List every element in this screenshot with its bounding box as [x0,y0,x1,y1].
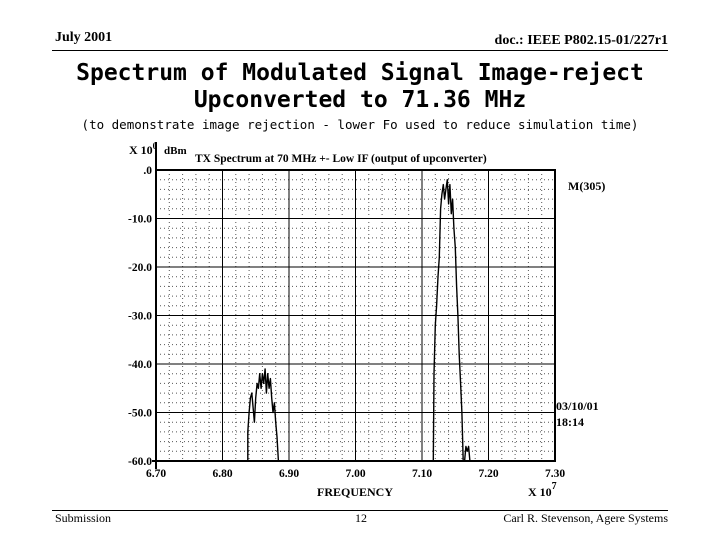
spectrum-trace [463,445,471,462]
x-tick-label: 6.70 [146,468,166,480]
x-tick-label: 7.10 [412,468,432,480]
y-multiplier-exponent: 0 [153,141,158,151]
y-multiplier: X 100 [129,141,158,157]
y-tick-label: -60.0 [128,456,152,468]
x-tick-label: 6.90 [279,468,299,480]
y-tick-label: -40.0 [128,359,152,371]
header-rule [52,50,668,51]
timestamp-date: 03/10/01 [556,399,599,413]
spectrum-chart: TX Spectrum at 70 MHz +- Low IF (output … [128,141,605,499]
axes-layer [152,142,556,469]
x-tick-label: 7.20 [478,468,498,480]
x-multiplier-base: X 10 [528,485,552,499]
y-tick-label: -20.0 [128,262,152,274]
header-doc-id: doc.: IEEE P802.15-01/227r1 [494,33,668,48]
y-tick-label: -50.0 [128,408,152,420]
chart-title: TX Spectrum at 70 MHz +- Low IF (output … [195,153,487,165]
x-tick-label: 6.80 [212,468,232,480]
spectrum-trace [432,179,464,462]
y-tick-label: .0 [143,165,152,177]
footer-submission: Submission [55,511,112,525]
header-date: July 2001 [55,30,113,45]
x-tick-label: 7.00 [345,468,365,480]
slide-title-line-2: Upconverted to 71.36 MHz [193,87,527,113]
slide-title: Spectrum of Modulated Signal Image-rejec… [0,60,720,114]
footer-page-number: 12 [355,511,367,525]
footer-author: Carl R. Stevenson, Agere Systems [503,511,668,525]
y-tick-label: -10.0 [128,214,152,226]
x-multiplier: X 107 [528,481,557,499]
slide-subtitle: (to demonstrate image rejection - lower … [81,117,639,132]
marker-label: M(305) [568,179,605,193]
spectrum-trace [247,368,280,462]
y-unit: dBm [164,145,187,157]
footer-rule [52,510,668,511]
y-multiplier-base: X 10 [129,143,153,157]
x-tick-label: 7.30 [545,468,565,480]
x-multiplier-exponent: 7 [552,481,557,492]
grid-layer [155,169,556,462]
series-layer [247,179,471,462]
slide-title-line-1: Spectrum of Modulated Signal Image-rejec… [76,60,644,86]
labels-layer: TX Spectrum at 70 MHz +- Low IF (output … [128,141,605,499]
y-tick-label: -30.0 [128,311,152,323]
x-axis-label: FREQUENCY [317,485,393,499]
timestamp-time: 18:14 [556,415,584,429]
